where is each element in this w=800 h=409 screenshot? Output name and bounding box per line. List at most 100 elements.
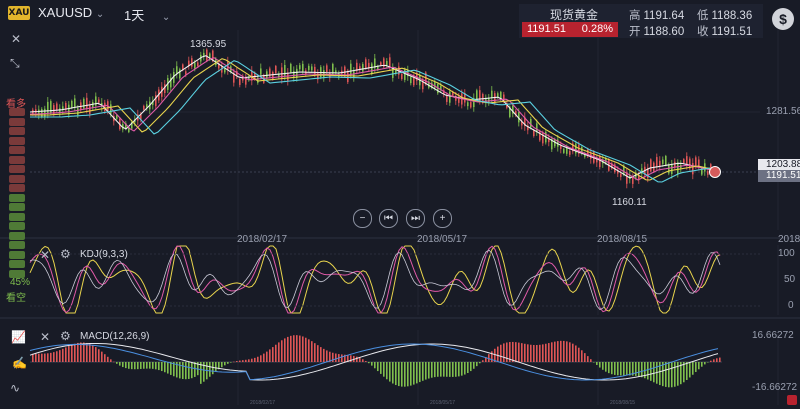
zoom-out-button[interactable]: − [353,209,372,228]
candlestick [617,169,619,174]
candlestick [638,175,640,180]
macd-bar [209,362,211,377]
candlestick [668,164,670,174]
macd-bar [254,357,256,362]
period-selector[interactable]: 1天 ⌄ [124,5,170,24]
current-marker-icon[interactable] [709,166,721,178]
step-forward-button[interactable]: ⏭ [406,209,425,228]
candlestick [539,131,541,141]
kdj-tick: 50 [784,274,796,285]
macd-bar [500,344,502,362]
candlestick [620,173,622,177]
macd-bar [83,342,85,362]
sentiment-segment [9,174,25,183]
sentiment-segment [9,203,25,211]
candlestick [650,159,652,172]
macd-bar [575,345,577,362]
indicator-chart-icon[interactable]: 📈 [11,330,26,344]
marker-icon[interactable] [787,395,797,405]
gear-icon[interactable]: ⚙ [60,247,71,261]
macd-bar [233,361,235,363]
candlestick [386,61,388,65]
macd-bar [320,347,322,362]
candlestick [299,65,301,70]
sentiment-segment [9,241,25,249]
candlestick [383,58,385,67]
macd-bar [686,362,688,380]
macd-bar [65,347,67,362]
macd-bar [227,362,229,364]
sentiment-segment [9,136,25,145]
macd-bar [491,351,493,362]
macd-bar [680,362,682,385]
macd-bar [581,350,583,362]
candlestick [554,139,556,147]
candlestick [104,102,106,112]
macd-bar [467,362,469,374]
macd-bar [641,362,643,378]
macd-bar [455,362,457,377]
candlestick [107,101,109,113]
candlestick [44,108,46,117]
macd-bar [257,356,259,362]
macd-bar [506,342,508,362]
gear-icon[interactable]: ⚙ [60,329,71,343]
macd-bar [437,362,439,377]
macd-bar [605,362,607,372]
macd-bar [611,362,613,375]
macd-bar [554,341,556,362]
candlestick [374,58,376,69]
macd-bar [176,362,178,378]
sentiment-segment [9,184,25,192]
candlestick [245,76,247,85]
close-icon[interactable]: ✕ [11,32,22,46]
macd-bar [566,341,568,362]
dollar-icon[interactable]: $ [772,8,794,30]
candlestick [89,104,91,115]
macd-bar [419,362,421,383]
candlestick [281,67,283,80]
macd-bar [389,362,391,382]
price-badge: 1191.51 0.28% [522,22,618,37]
macd-bar [155,362,157,370]
candlestick [155,95,157,107]
collapse-icon[interactable]: ⤡ [10,56,20,70]
macd-bar [365,361,367,362]
macd-bar [386,362,388,380]
candlestick [290,63,292,73]
candlestick [404,69,406,80]
macd-bar [116,362,118,364]
macd-bar [623,362,625,376]
macd-bar [221,362,223,368]
zoom-in-button[interactable]: + [433,209,452,228]
draw-tool-icon[interactable]: ✍ [12,356,27,370]
kdj-title[interactable]: KDJ(9,3,3) [80,249,128,260]
macd-bar [659,362,661,386]
symbol-selector[interactable]: XAUUSD ⌄ [38,5,104,20]
close-icon[interactable]: ✕ [40,330,51,344]
candlestick [293,71,295,77]
macd-bar [584,353,586,362]
date-label: 2018/08/15 [597,234,648,245]
candlestick [152,100,154,105]
macd-title[interactable]: MACD(12,26,9) [80,331,150,342]
candlestick [671,164,673,175]
candlestick [56,103,58,111]
candlestick [176,66,178,74]
step-back-button[interactable]: ⏮ [379,209,398,228]
wave-icon[interactable]: ∿ [10,381,21,395]
candlestick [380,62,382,66]
candlestick [581,147,583,154]
macd-bar [143,362,145,369]
close-icon[interactable]: ✕ [40,248,51,262]
candlestick [605,157,607,163]
macd-bar [311,341,313,362]
kdj-line [29,245,721,314]
macd-bar [482,360,484,362]
macd-bar [173,362,175,377]
chevron-down-icon: ⌄ [95,9,105,20]
macd-bar [689,362,691,378]
candlestick [527,125,529,131]
macd-bar [59,350,61,362]
